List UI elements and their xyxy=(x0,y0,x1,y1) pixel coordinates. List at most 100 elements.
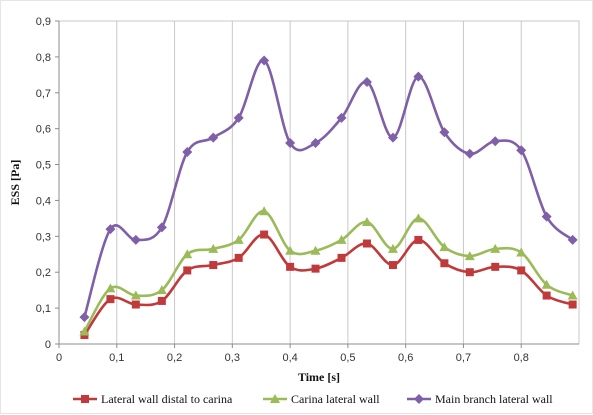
data-point xyxy=(337,253,346,262)
legend-swatch-marker xyxy=(81,395,89,403)
data-point xyxy=(156,222,167,233)
data-point xyxy=(414,235,423,244)
axis-layer xyxy=(55,20,579,348)
data-point xyxy=(336,112,347,123)
x-tick-label: 0,8 xyxy=(514,352,529,364)
data-point xyxy=(465,268,474,277)
data-point xyxy=(362,239,371,248)
data-point xyxy=(208,243,219,253)
x-tick-label: 0,6 xyxy=(398,352,413,364)
series-2 xyxy=(79,206,578,336)
data-point xyxy=(439,242,450,252)
data-point xyxy=(568,300,577,309)
data-point xyxy=(439,127,450,138)
data-point xyxy=(131,300,140,309)
data-point xyxy=(413,71,424,82)
data-point xyxy=(130,234,141,245)
data-point xyxy=(541,279,552,289)
data-point xyxy=(336,234,347,244)
y-tick-label: 0,1 xyxy=(36,303,51,315)
data-point xyxy=(311,264,320,273)
data-point xyxy=(440,259,449,268)
series-layer xyxy=(79,55,578,340)
x-tick-label: 0,4 xyxy=(282,352,297,364)
data-point xyxy=(259,55,270,66)
data-point xyxy=(208,132,219,143)
x-tick-label: 0,3 xyxy=(225,352,240,364)
data-point xyxy=(490,243,501,253)
data-point xyxy=(516,145,527,156)
data-point xyxy=(490,136,501,147)
data-point xyxy=(285,245,296,255)
legend-item: Main branch lateral wall xyxy=(407,392,553,406)
legend-label: Carina lateral wall xyxy=(291,392,380,406)
x-tick-label: 0,1 xyxy=(109,352,124,364)
y-tick-label: 0,7 xyxy=(36,88,51,100)
y-tick-label: 0,3 xyxy=(36,231,51,243)
data-point xyxy=(233,234,244,244)
legend-item: Carina lateral wall xyxy=(263,392,380,406)
data-point xyxy=(310,138,321,149)
data-point xyxy=(567,234,578,245)
y-tick-label: 0,6 xyxy=(36,124,51,136)
x-tick-label: 0 xyxy=(56,352,62,364)
data-point xyxy=(234,253,243,262)
data-point xyxy=(260,230,269,239)
y-axis-title: ESS [Pa] xyxy=(8,160,22,206)
legend: Lateral wall distal to carina Carina late… xyxy=(73,392,553,406)
data-point xyxy=(517,266,526,275)
data-point xyxy=(361,216,372,226)
series-line xyxy=(83,209,574,333)
y-tick-label: 0,4 xyxy=(36,195,51,207)
data-point xyxy=(388,261,397,270)
data-point xyxy=(105,224,116,235)
y-tick-label: 0,2 xyxy=(36,267,51,279)
data-point xyxy=(130,290,141,300)
x-tick-label: 0,5 xyxy=(340,352,355,364)
data-point xyxy=(541,211,552,222)
x-tick-label: 0,2 xyxy=(167,352,182,364)
data-point xyxy=(182,249,193,259)
data-point xyxy=(361,77,372,88)
data-point xyxy=(79,326,90,336)
y-tick-label: 0 xyxy=(45,339,51,351)
data-point xyxy=(233,112,244,123)
data-point xyxy=(413,213,424,223)
y-tick-label: 0,8 xyxy=(36,52,51,64)
series-line xyxy=(83,59,574,319)
x-tick-label: 0,7 xyxy=(456,352,471,364)
y-tick-label: 0,9 xyxy=(36,16,51,28)
data-point xyxy=(182,146,193,157)
data-point xyxy=(183,266,192,275)
legend-swatch-marker xyxy=(270,394,280,403)
series-3 xyxy=(79,55,578,323)
data-point xyxy=(567,290,578,300)
data-point xyxy=(310,245,321,255)
legend-item: Lateral wall distal to carina xyxy=(73,392,233,406)
data-point xyxy=(387,132,398,143)
data-point xyxy=(491,262,500,271)
data-point xyxy=(516,247,527,257)
data-point xyxy=(286,262,295,271)
legend-swatch-marker xyxy=(414,394,424,404)
data-point xyxy=(285,138,296,149)
data-point xyxy=(387,243,398,253)
data-point xyxy=(157,296,166,305)
data-point xyxy=(105,283,116,293)
series-1 xyxy=(80,230,577,340)
legend-label: Lateral wall distal to carina xyxy=(101,392,233,406)
legend-label: Main branch lateral wall xyxy=(435,392,553,406)
label-layer: 0 0,1 0,2 0,3 0,4 0,5 0,6 0,7 0,8 0,9 0 0,1 0,2 0,3 0,… xyxy=(36,16,529,364)
data-point xyxy=(259,206,270,216)
data-point xyxy=(464,251,475,261)
data-point xyxy=(464,148,475,159)
data-point xyxy=(209,261,218,270)
y-tick-label: 0,5 xyxy=(36,160,51,172)
data-point xyxy=(106,295,115,304)
data-point xyxy=(156,285,167,295)
data-point xyxy=(542,291,551,300)
x-axis-title: Time [s] xyxy=(298,370,340,384)
data-point xyxy=(79,312,90,323)
